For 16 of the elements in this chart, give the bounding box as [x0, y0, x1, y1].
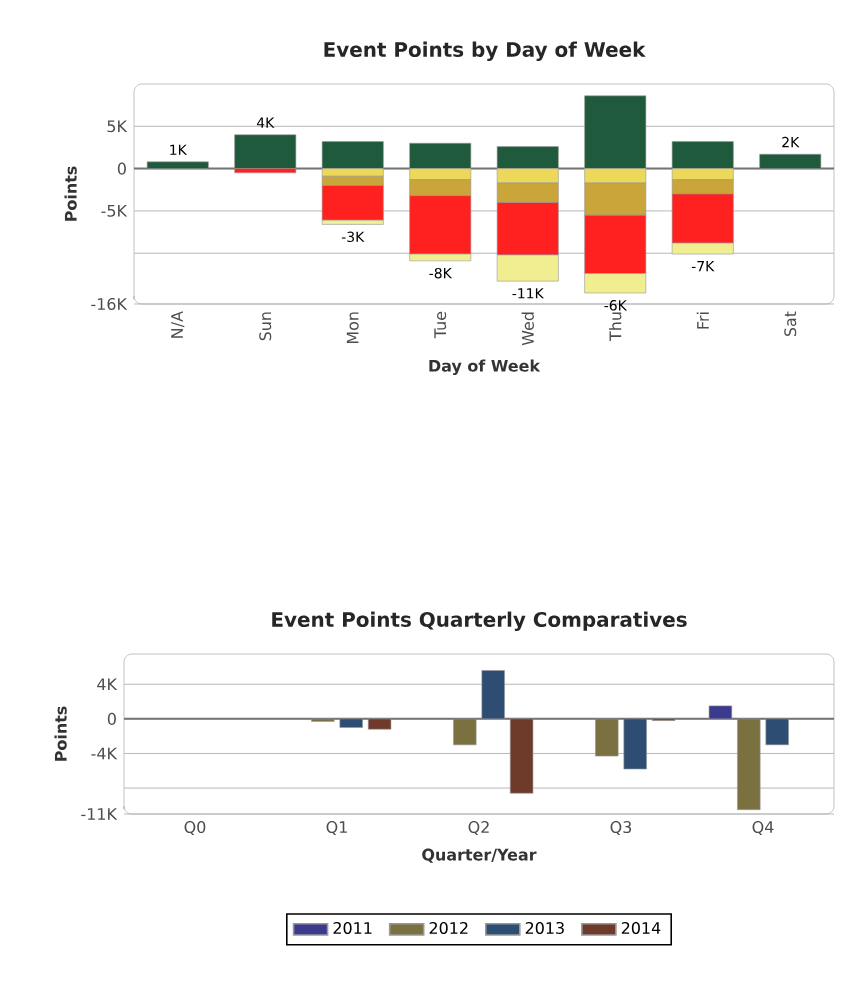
bar: [321, 141, 384, 169]
bar: [708, 705, 733, 720]
bar: [453, 718, 477, 746]
bar: [509, 718, 534, 794]
bar: [367, 718, 392, 730]
bar: [759, 153, 822, 169]
bar: [765, 718, 789, 746]
bar: [737, 718, 761, 810]
bar: [234, 134, 297, 169]
bar: [146, 161, 209, 169]
bar: [623, 718, 647, 770]
chart-title: Event Points by Day of Week: [324, 41, 646, 62]
bar: [339, 718, 363, 728]
chart-title: Event Points Quarterly Comparatives: [272, 611, 687, 632]
bar: [481, 670, 505, 720]
bar: [595, 718, 619, 757]
